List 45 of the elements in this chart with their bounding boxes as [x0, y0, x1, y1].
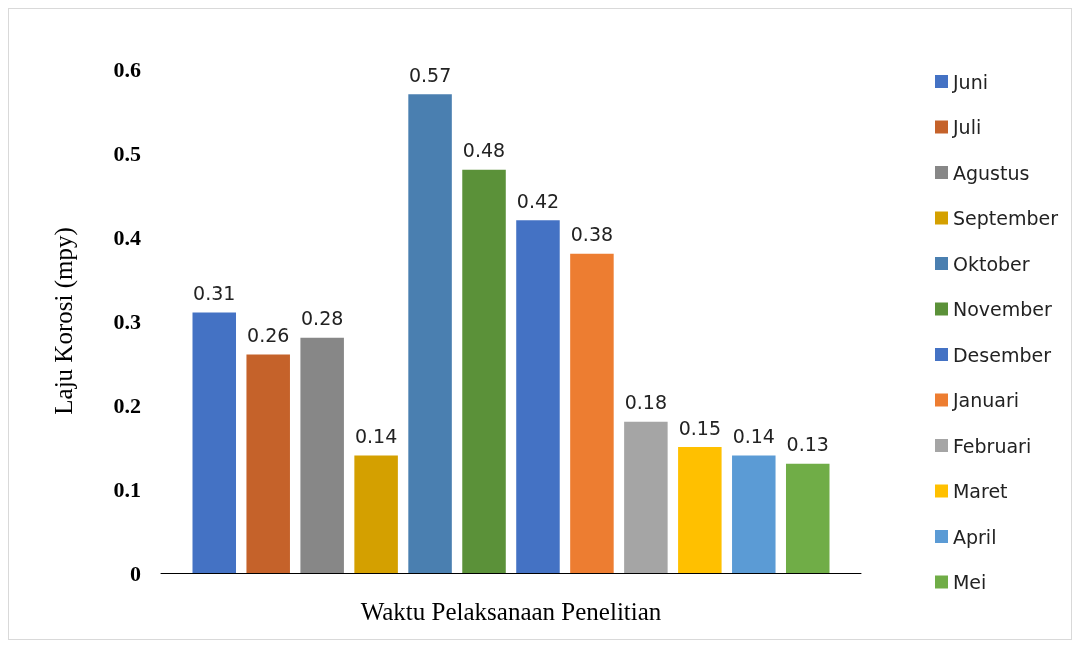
bar [570, 253, 614, 573]
bar [516, 220, 560, 573]
data-label: 0.38 [570, 223, 614, 246]
data-label: 0.14 [732, 424, 775, 447]
bar [624, 421, 668, 573]
legend-label: Maret [952, 480, 1008, 502]
y-tick-label: 0.1 [113, 476, 141, 502]
bar [732, 455, 776, 573]
bar [246, 354, 290, 573]
y-tick-label: 0.4 [113, 224, 141, 250]
bar [354, 455, 398, 573]
data-label: 0.15 [678, 416, 721, 439]
legend-label: Mei [952, 571, 987, 593]
y-tick-label: 0.6 [113, 56, 141, 82]
legend-label: Desember [952, 343, 1052, 366]
data-label: 0.42 [516, 189, 560, 212]
data-label: 0.13 [786, 433, 829, 456]
data-label: 0.28 [301, 307, 344, 330]
bar [785, 463, 830, 573]
legend-label: Januari [951, 389, 1020, 411]
legend-label: Februari [952, 434, 1032, 457]
y-tick-label: 0.5 [113, 140, 141, 166]
data-label: 0.57 [408, 63, 452, 86]
legend-label: Agustus [952, 161, 1030, 184]
bar [462, 169, 506, 573]
bar [408, 94, 452, 573]
legend-label: Juni [951, 70, 988, 93]
data-label: 0.48 [462, 139, 506, 162]
data-label: 0.14 [354, 424, 398, 447]
y-tick-label: 0.2 [113, 392, 141, 418]
legend-label: Oktober [952, 252, 1030, 275]
y-tick-label: 0 [130, 560, 141, 586]
y-axis-title: Laju Korosi (mpy) [50, 227, 78, 415]
data-label: 0.18 [624, 391, 668, 414]
bar [678, 447, 722, 573]
data-label: 0.31 [193, 282, 236, 305]
x-axis-title: Waktu Pelaksanaan Penelitian [360, 598, 662, 625]
legend-label: Juli [951, 116, 982, 138]
legend-label: September [952, 207, 1059, 229]
legend-label: November [952, 298, 1053, 320]
y-tick-label: 0.3 [113, 308, 141, 334]
legend-label: April [952, 525, 997, 548]
bar [192, 312, 237, 573]
data-label: 0.26 [247, 324, 290, 347]
bar [300, 337, 344, 573]
